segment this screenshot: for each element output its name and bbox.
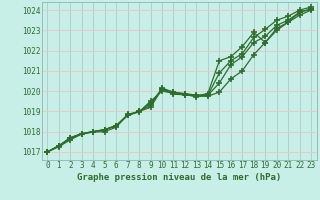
X-axis label: Graphe pression niveau de la mer (hPa): Graphe pression niveau de la mer (hPa) xyxy=(77,173,281,182)
